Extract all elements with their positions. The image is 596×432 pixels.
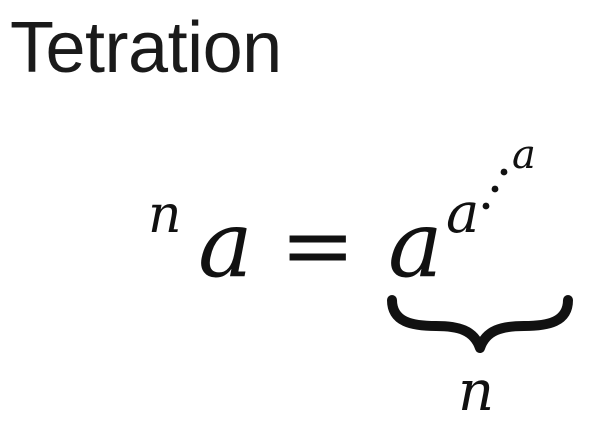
brace-label-n: n bbox=[458, 359, 494, 424]
left-superscript-n: n bbox=[148, 185, 182, 245]
ellipsis-dot-2 bbox=[491, 185, 499, 193]
rhs-exponent-a: a bbox=[446, 181, 479, 246]
underbrace bbox=[387, 295, 573, 353]
equals-sign: = bbox=[280, 193, 355, 298]
ellipsis-dot-1 bbox=[482, 202, 490, 210]
ellipsis-dot-3 bbox=[500, 168, 508, 176]
rhs-base-a: a bbox=[388, 191, 443, 298]
page-title: Tetration bbox=[10, 8, 282, 88]
rhs-top-exponent-a: a bbox=[512, 132, 536, 178]
base-a: a bbox=[198, 191, 253, 298]
